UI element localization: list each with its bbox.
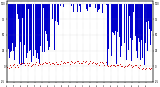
Bar (71, 4, 72, 6)
Bar (29, 4, 30, 51)
Bar (45, 4, 46, 31)
Bar (108, 4, 109, 49)
Bar (111, 4, 112, 56)
Bar (27, 4, 28, 53)
Bar (47, 4, 48, 41)
Bar (37, 4, 38, 53)
Bar (119, 4, 120, 37)
Bar (140, 4, 141, 60)
Bar (49, 4, 50, 47)
Bar (42, 4, 43, 52)
Bar (126, 4, 127, 60)
Bar (15, 4, 16, 47)
Bar (114, 4, 115, 35)
Bar (34, 4, 35, 48)
Bar (10, 4, 11, 52)
Bar (32, 4, 33, 49)
Bar (60, 4, 61, 6)
Bar (124, 4, 125, 43)
Bar (40, 4, 41, 46)
Bar (16, 4, 17, 44)
Bar (73, 4, 74, 12)
Bar (13, 4, 14, 51)
Bar (26, 4, 27, 58)
Bar (28, 4, 29, 9)
Bar (12, 4, 13, 43)
Bar (38, 4, 39, 59)
Bar (144, 4, 145, 65)
Bar (117, 4, 118, 32)
Bar (22, 4, 23, 18)
Bar (145, 4, 146, 43)
Bar (129, 4, 130, 16)
Bar (43, 4, 44, 8)
Bar (80, 4, 81, 12)
Bar (30, 4, 31, 50)
Bar (55, 4, 56, 21)
Bar (102, 4, 103, 13)
Bar (17, 4, 18, 14)
Bar (130, 4, 131, 38)
Bar (139, 4, 140, 42)
Bar (97, 4, 98, 12)
Bar (143, 4, 144, 60)
Bar (20, 4, 21, 42)
Bar (133, 4, 134, 12)
Bar (90, 4, 91, 7)
Bar (99, 4, 100, 9)
Bar (54, 4, 55, 50)
Bar (21, 4, 22, 65)
Bar (86, 4, 87, 9)
Bar (128, 4, 129, 50)
Bar (149, 4, 150, 29)
Bar (87, 4, 88, 11)
Bar (59, 4, 60, 5)
Bar (79, 4, 80, 6)
Bar (112, 4, 113, 32)
Bar (113, 4, 114, 33)
Bar (89, 4, 90, 7)
Bar (19, 4, 20, 64)
Bar (31, 4, 32, 62)
Bar (127, 4, 128, 52)
Bar (48, 4, 49, 50)
Bar (8, 4, 9, 49)
Bar (63, 4, 64, 7)
Bar (11, 4, 12, 51)
Bar (141, 4, 142, 40)
Bar (58, 4, 59, 25)
Bar (115, 4, 116, 31)
Bar (135, 4, 136, 36)
Bar (116, 4, 117, 64)
Bar (44, 4, 45, 52)
Bar (33, 4, 34, 56)
Bar (148, 4, 149, 21)
Bar (137, 4, 138, 58)
Bar (14, 4, 15, 60)
Bar (132, 4, 133, 40)
Bar (138, 4, 139, 38)
Bar (18, 4, 19, 19)
Bar (35, 4, 36, 50)
Bar (106, 4, 107, 5)
Bar (95, 4, 96, 8)
Bar (151, 4, 152, 31)
Bar (121, 4, 122, 46)
Bar (147, 4, 148, 51)
Bar (36, 4, 37, 58)
Bar (57, 4, 58, 22)
Bar (125, 4, 126, 62)
Bar (98, 4, 99, 10)
Bar (131, 4, 132, 61)
Bar (142, 4, 143, 58)
Bar (46, 4, 47, 34)
Bar (24, 4, 25, 45)
Bar (146, 4, 147, 22)
